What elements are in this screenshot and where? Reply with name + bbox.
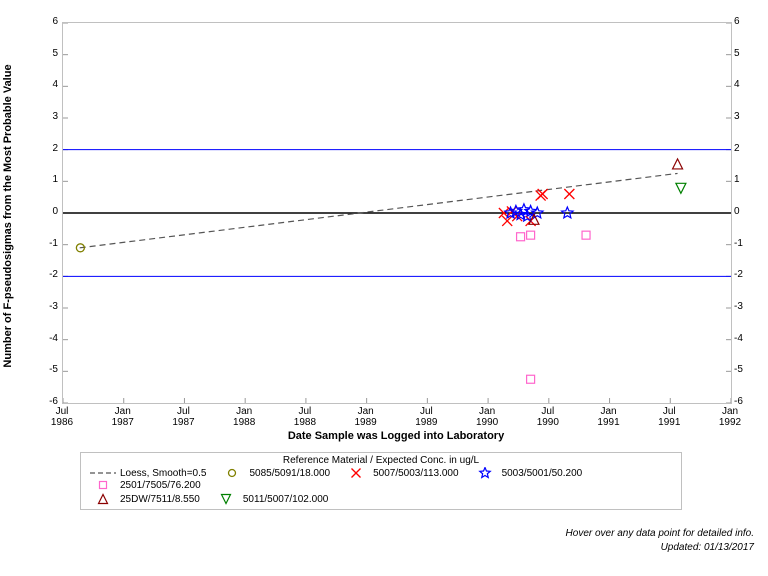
y-tick-label: 3 [28,111,58,122]
y-tick-label: -2 [28,269,58,280]
y-tick-label: 4 [28,79,58,90]
y-tick-label: -5 [28,364,58,375]
footer-hover-text: Hover over any data point for detailed i… [566,528,754,539]
y-tick-label: 0 [734,206,764,217]
y-tick-label: 0 [28,206,58,217]
legend-label: 5011/5007/102.000 [243,494,328,505]
legend-title: Reference Material / Expected Conc. in u… [81,453,681,466]
x-tick-label: Jul1986 [42,406,82,428]
chart-container: Number of F-pseudosigmas from the Most P… [0,0,768,576]
legend-symbol [89,493,117,505]
legend-box: Reference Material / Expected Conc. in u… [80,452,682,510]
x-tick-label: Jan1990 [467,406,507,428]
y-tick-label: 1 [734,174,764,185]
y-tick-label: 1 [28,174,58,185]
y-tick-label: -1 [28,238,58,249]
x-tick-label: Jul1991 [649,406,689,428]
y-tick-label: 2 [28,143,58,154]
y-tick-label: 3 [734,111,764,122]
y-tick-label: -3 [28,301,58,312]
x-axis-label: Date Sample was Logged into Laboratory [288,430,504,442]
legend-symbol [471,467,499,479]
y-tick-label: 6 [28,16,58,27]
legend-item: 2501/7505/76.200 [89,479,201,491]
y-tick-label: 2 [734,143,764,154]
plot-area [62,22,732,404]
x-tick-label: Jan1991 [589,406,629,428]
y-tick-label: -2 [734,269,764,280]
legend-item: 5003/5001/50.200 [471,467,583,479]
y-tick-label: 6 [734,16,764,27]
y-tick-label: -1 [734,238,764,249]
y-tick-label: 4 [734,79,764,90]
y-tick-label: 5 [734,48,764,59]
legend-symbol [89,467,117,479]
legend-row-2: 25DW/7511/8.550 5011/5007/102.000 [81,492,681,506]
legend-row-1: Loess, Smooth=0.5 5085/5091/18.000 5007/50… [81,466,681,492]
y-tick-label: 5 [28,48,58,59]
legend-label: 2501/7505/76.200 [120,480,201,491]
y-tick-label: -4 [28,333,58,344]
legend-symbol [89,479,117,491]
legend-item: 5011/5007/102.000 [212,493,328,505]
legend-item: 5085/5091/18.000 [218,467,330,479]
x-tick-label: Jan1987 [103,406,143,428]
legend-item: 5007/5003/113.000 [342,467,458,479]
x-tick-label: Jul1987 [163,406,203,428]
x-tick-label: Jan1989 [346,406,386,428]
legend-symbol [342,467,370,479]
y-tick-label: -5 [734,364,764,375]
footer-updated-text: Updated: 01/13/2017 [661,542,754,553]
legend-label: 5085/5091/18.000 [249,468,330,479]
x-tick-label: Jul1988 [285,406,325,428]
legend-item: 25DW/7511/8.550 [89,493,200,505]
legend-symbol [218,467,246,479]
legend-label: 25DW/7511/8.550 [120,494,200,505]
y-tick-label: -4 [734,333,764,344]
x-tick-label: Jan1992 [710,406,750,428]
legend-item: Loess, Smooth=0.5 [89,467,206,479]
legend-label: 5007/5003/113.000 [373,468,458,479]
y-axis-label: Number of F-pseudosigmas from the Most P… [2,64,14,367]
x-tick-label: Jul1989 [406,406,446,428]
x-tick-label: Jan1988 [224,406,264,428]
legend-label: 5003/5001/50.200 [502,468,583,479]
x-tick-label: Jul1990 [528,406,568,428]
y-tick-label: -3 [734,301,764,312]
legend-symbol [212,493,240,505]
legend-label: Loess, Smooth=0.5 [120,468,206,479]
plot-svg [63,23,731,403]
